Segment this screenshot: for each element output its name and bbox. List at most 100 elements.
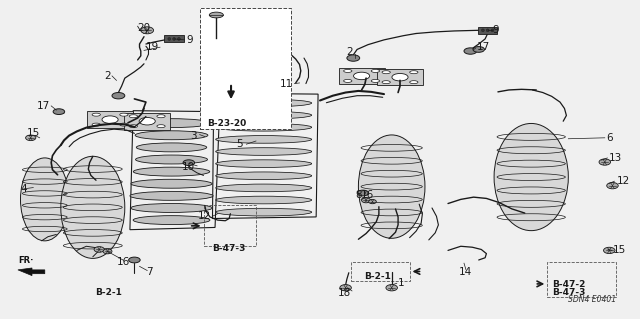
Ellipse shape [94, 247, 104, 252]
Ellipse shape [371, 79, 380, 82]
Ellipse shape [130, 191, 213, 200]
Ellipse shape [347, 55, 360, 61]
Ellipse shape [139, 117, 156, 125]
Text: B-47-2: B-47-2 [552, 280, 585, 289]
Ellipse shape [135, 131, 208, 140]
Text: 3: 3 [191, 130, 197, 141]
Ellipse shape [392, 73, 408, 81]
Text: 4: 4 [20, 184, 27, 194]
Ellipse shape [410, 71, 418, 74]
Ellipse shape [340, 285, 351, 291]
Ellipse shape [216, 208, 312, 216]
Ellipse shape [607, 182, 618, 189]
Text: 6: 6 [606, 133, 612, 143]
Ellipse shape [92, 113, 100, 116]
Ellipse shape [177, 38, 180, 40]
Ellipse shape [92, 123, 100, 126]
Bar [478, 27, 497, 34]
Ellipse shape [136, 155, 207, 164]
Ellipse shape [209, 12, 223, 18]
Text: B-47-3: B-47-3 [552, 288, 585, 297]
Ellipse shape [382, 71, 390, 74]
Ellipse shape [216, 123, 312, 131]
Text: 1: 1 [397, 278, 404, 288]
Ellipse shape [141, 27, 154, 34]
Polygon shape [124, 113, 170, 130]
Text: 17: 17 [477, 42, 490, 52]
Ellipse shape [357, 190, 369, 196]
Text: 12: 12 [198, 211, 211, 221]
Ellipse shape [494, 123, 568, 231]
Text: 5: 5 [237, 139, 243, 149]
Text: 7: 7 [147, 267, 153, 277]
Text: 12: 12 [616, 176, 630, 186]
Ellipse shape [53, 109, 65, 115]
Ellipse shape [486, 29, 489, 32]
Text: SDN4 E0401: SDN4 E0401 [568, 295, 616, 304]
Ellipse shape [173, 38, 175, 40]
Ellipse shape [216, 184, 312, 192]
Text: 10: 10 [182, 161, 195, 172]
Bar [204, 205, 256, 246]
Ellipse shape [216, 136, 312, 143]
Ellipse shape [20, 158, 69, 241]
Ellipse shape [344, 79, 352, 82]
Text: 9: 9 [186, 35, 193, 45]
Ellipse shape [216, 99, 312, 107]
Ellipse shape [26, 135, 36, 141]
Text: 9: 9 [493, 25, 499, 35]
Text: B-2-1: B-2-1 [364, 272, 391, 281]
Ellipse shape [382, 81, 390, 84]
Ellipse shape [120, 113, 128, 116]
Ellipse shape [358, 135, 425, 238]
Ellipse shape [61, 156, 125, 258]
Ellipse shape [129, 115, 138, 118]
Ellipse shape [112, 93, 125, 99]
Polygon shape [18, 268, 45, 276]
Ellipse shape [216, 111, 312, 119]
Text: 16: 16 [361, 190, 374, 200]
Ellipse shape [168, 38, 171, 40]
Ellipse shape [353, 72, 370, 80]
Text: B-47-3: B-47-3 [212, 244, 245, 253]
Text: 20: 20 [138, 23, 150, 33]
Text: B-2-1: B-2-1 [95, 288, 122, 297]
Ellipse shape [481, 29, 484, 32]
Ellipse shape [473, 47, 484, 52]
Text: 18: 18 [337, 288, 351, 298]
Text: 8: 8 [356, 190, 362, 200]
Text: 2: 2 [104, 71, 111, 81]
Ellipse shape [136, 143, 207, 152]
Polygon shape [339, 68, 385, 84]
Text: 16: 16 [117, 257, 130, 267]
Ellipse shape [157, 125, 165, 128]
Ellipse shape [386, 285, 397, 291]
Ellipse shape [129, 257, 140, 263]
Ellipse shape [362, 198, 371, 203]
Ellipse shape [216, 160, 312, 167]
Ellipse shape [183, 160, 195, 166]
Text: FR·: FR· [18, 256, 33, 265]
Text: 15: 15 [27, 128, 40, 138]
Ellipse shape [133, 167, 210, 176]
Ellipse shape [157, 115, 165, 118]
Bar [351, 262, 410, 281]
Text: 2: 2 [347, 47, 353, 57]
Ellipse shape [103, 249, 112, 254]
Ellipse shape [410, 81, 418, 84]
Text: 14: 14 [460, 267, 472, 277]
Ellipse shape [464, 48, 477, 54]
Ellipse shape [133, 216, 210, 225]
Ellipse shape [491, 29, 494, 32]
Text: 19: 19 [145, 42, 159, 52]
Bar [547, 262, 616, 297]
Ellipse shape [131, 204, 212, 212]
Ellipse shape [344, 70, 352, 72]
Text: 11: 11 [280, 78, 293, 89]
Text: 15: 15 [613, 245, 627, 256]
Ellipse shape [102, 116, 118, 123]
Ellipse shape [604, 247, 615, 254]
Polygon shape [87, 111, 133, 128]
Ellipse shape [132, 119, 211, 128]
Ellipse shape [120, 123, 128, 126]
